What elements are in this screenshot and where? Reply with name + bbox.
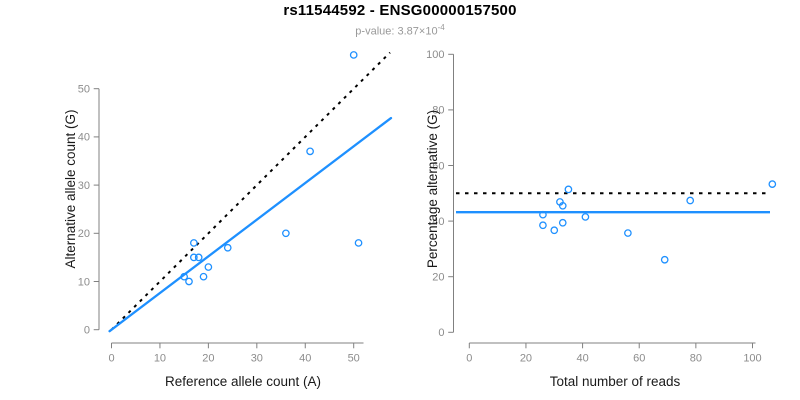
data-point [354, 239, 363, 247]
pvalue-exponent: -4 [437, 23, 445, 32]
identity-line [110, 51, 391, 331]
x-axis-tick-label: 60 [633, 353, 645, 365]
data-point [194, 253, 203, 262]
data-point [349, 51, 358, 59]
y-axis-tick-label: 80 [432, 105, 444, 117]
x-axis-tick-label: 100 [743, 353, 761, 365]
y-axis-tick-label: 20 [78, 228, 90, 240]
y-axis-tick-label: 0 [438, 327, 444, 339]
x-axis-tick-label: 50 [348, 353, 360, 365]
data-point [539, 210, 547, 219]
chart-subtitle: p-value: 3.87×10-4 [0, 23, 800, 38]
y-axis-tick-label: 60 [432, 160, 444, 172]
data-point [660, 255, 669, 264]
x-axis-tick-label: 20 [202, 353, 214, 365]
y-axis-title: Percentage alternative (G) [425, 110, 440, 268]
data-point [539, 221, 547, 230]
y-axis-tick-label: 50 [78, 84, 90, 96]
data-point [189, 253, 198, 262]
data-point [768, 180, 777, 188]
data-point [564, 185, 573, 194]
pvalue-text: p-value: 3.87×10 [355, 25, 438, 38]
data-point [686, 196, 695, 205]
y-axis-tick-label: 10 [78, 276, 90, 288]
data-point [624, 229, 632, 237]
y-axis-tick-label: 40 [432, 216, 444, 228]
x-axis-tick-label: 20 [520, 353, 532, 365]
x-axis-tick-label: 10 [154, 353, 166, 365]
regression-line [108, 116, 393, 333]
data-point [204, 263, 213, 271]
data-point [223, 243, 232, 252]
percentage-vs-reads-scatter-group: 0 20 40 60 80 100 0 20 40 60 80 100 Total number of … [425, 49, 777, 389]
y-axis-tick-label: 0 [84, 325, 90, 337]
x-axis-title: Reference allele count (A) [165, 374, 321, 389]
data-point [558, 201, 567, 210]
allele-counts-scatter-group: 0 10 20 30 40 50 0 10 20 30 40 50 Reference allele c… [63, 51, 393, 389]
data-point [282, 229, 290, 238]
y-axis-title: Alternative allele count (G) [63, 109, 78, 268]
x-axis-tick-label: 0 [108, 353, 114, 365]
y-axis-tick-label: 40 [78, 132, 90, 144]
data-point [550, 226, 559, 235]
y-axis-tick-label: 20 [432, 272, 444, 284]
x-axis-tick-label: 40 [576, 353, 588, 365]
data-point [185, 277, 193, 286]
data-point [581, 213, 590, 221]
y-axis-tick-label: 30 [78, 180, 90, 192]
x-axis-tick-label: 80 [690, 353, 702, 365]
data-point [189, 239, 198, 247]
chart-title: rs11544592 - ENSG00000157500 [283, 2, 517, 19]
y-axis-tick-label: 100 [426, 49, 444, 61]
data-point [180, 272, 189, 281]
x-axis-title: Total number of reads [550, 374, 681, 389]
x-axis-tick-label: 30 [251, 353, 263, 365]
x-axis-tick-label: 40 [299, 353, 311, 365]
x-axis-tick-label: 0 [466, 353, 472, 365]
data-point [199, 272, 208, 281]
data-point [306, 147, 314, 156]
data-point [558, 218, 567, 227]
